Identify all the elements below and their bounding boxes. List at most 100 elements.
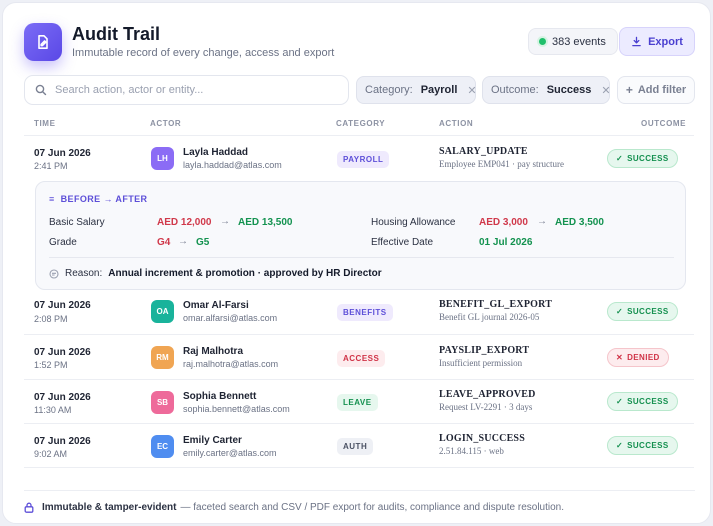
chip-key: Outcome: [491, 84, 539, 96]
row-time: 9:02 AM [34, 449, 68, 459]
table-row[interactable]: 07 Jun 2026 9:02 AM EC Emily Carter emil… [24, 423, 694, 468]
search-box[interactable] [24, 75, 349, 105]
chip-value: Payroll [420, 84, 458, 96]
actor-email: emily.carter@atlas.com [183, 448, 277, 458]
detail-title: ≡ BEFORE → AFTER [49, 194, 147, 204]
action-name: LOGIN_SUCCESS [439, 433, 525, 444]
field-after: AED 3,500 [555, 217, 604, 228]
category-badge: BENEFITS [337, 304, 393, 321]
column-header-outcome[interactable]: OUTCOME [641, 119, 687, 128]
field-label: Housing Allowance [371, 217, 456, 228]
chip-value: Success [546, 84, 592, 96]
row-time: 1:52 PM [34, 360, 68, 370]
actor-name: Emily Carter [183, 435, 242, 446]
row-date: 07 Jun 2026 [34, 148, 91, 159]
action-detail: Request LV-2291 · 3 days [439, 402, 533, 412]
remove-chip-icon[interactable]: ✕ [467, 84, 477, 97]
detail-title-text: BEFORE → AFTER [60, 194, 148, 204]
search-icon [35, 84, 47, 96]
actor-email: layla.haddad@atlas.com [183, 160, 282, 170]
arrow-right-icon: → [178, 236, 188, 247]
column-header-category[interactable]: CATEGORY [336, 119, 386, 128]
actor-name: Omar Al-Farsi [183, 300, 249, 311]
filter-chip-category[interactable]: Category: Payroll ✕ [356, 76, 477, 104]
avatar: OA [151, 300, 174, 323]
category-badge: ACCESS [337, 350, 386, 367]
row-time: 11:30 AM [34, 405, 72, 415]
reason-line: Reason: Annual increment & promotion · a… [49, 268, 382, 279]
outcome-text: SUCCESS [627, 154, 669, 163]
action-detail: Benefit GL journal 2026-05 [439, 312, 540, 322]
chip-key: Category: [365, 84, 413, 96]
actor-email: omar.alfarsi@atlas.com [183, 313, 278, 323]
reason-text: Annual increment & promotion · approved … [108, 268, 382, 279]
export-label: Export [648, 35, 683, 48]
action-name: BENEFIT_GL_EXPORT [439, 299, 553, 310]
reason-label: Reason: [65, 268, 103, 279]
plus-icon: + [625, 83, 633, 97]
row-date: 07 Jun 2026 [34, 392, 91, 403]
comment-icon [49, 268, 59, 279]
field-before: AED 12,000 [157, 217, 212, 228]
action-name: PAYSLIP_EXPORT [439, 345, 530, 356]
avatar: SB [151, 391, 174, 414]
outcome-badge: ✕ DENIED [607, 348, 669, 367]
field-before: AED 3,000 [479, 217, 528, 228]
field-label: Basic Salary [49, 217, 105, 228]
export-button[interactable]: Export [619, 27, 695, 56]
check-icon: ✓ [616, 397, 624, 406]
events-count-text: 383 events [552, 35, 606, 48]
page-subtitle: Immutable record of every change, access… [72, 47, 335, 59]
divider [49, 257, 674, 258]
footer-note: Immutable & tamper-evident — faceted sea… [24, 502, 564, 513]
arrow-right-icon: → [537, 216, 547, 227]
document-edit-icon [24, 23, 62, 61]
footer-bold: Immutable & tamper-evident [42, 502, 177, 513]
change-detail-panel: ≡ BEFORE → AFTER Basic Salary AED 12,000… [35, 181, 686, 290]
avatar: LH [151, 147, 174, 170]
outcome-badge: ✓ SUCCESS [607, 392, 678, 411]
add-filter-label: Add filter [637, 84, 687, 96]
actor-name: Sophia Bennett [183, 391, 257, 402]
arrow-right-icon: → [220, 216, 230, 227]
category-badge: AUTH [337, 438, 374, 455]
field-label: Grade [49, 237, 77, 248]
row-time: 2:08 PM [34, 314, 68, 324]
footer: Immutable & tamper-evident — faceted sea… [24, 490, 695, 513]
outcome-text: DENIED [627, 353, 660, 362]
lock-icon [24, 502, 34, 513]
column-header-actor[interactable]: ACTOR [150, 119, 182, 128]
row-date: 07 Jun 2026 [34, 347, 91, 358]
field-after: G5 [196, 237, 210, 248]
search-input[interactable] [55, 84, 335, 96]
download-icon [632, 36, 641, 47]
action-detail: 2.51.84.115 · web [439, 446, 504, 456]
action-detail: Employee EMP041 · pay structure [439, 159, 564, 169]
list-icon: ≡ [49, 194, 55, 204]
actor-name: Raj Malhotra [183, 346, 244, 357]
column-header-time[interactable]: TIME [34, 119, 56, 128]
table-row[interactable]: 07 Jun 2026 11:30 AM SB Sophia Bennett s… [24, 379, 694, 423]
events-count-badge: 383 events [528, 28, 618, 55]
table-row[interactable]: 07 Jun 2026 1:52 PM RM Raj Malhotra raj.… [24, 334, 694, 379]
add-filter-button[interactable]: + Add filter [617, 76, 695, 104]
column-header-action[interactable]: ACTION [439, 119, 474, 128]
field-after: AED 13,500 [238, 217, 293, 228]
filter-chip-outcome[interactable]: Outcome: Success ✕ [482, 76, 611, 104]
field-label: Effective Date [371, 237, 434, 248]
row-date: 07 Jun 2026 [34, 436, 91, 447]
avatar: EC [151, 435, 174, 458]
outcome-badge: ✓ SUCCESS [607, 436, 678, 455]
table-row[interactable]: 07 Jun 2026 2:41 PM LH Layla Haddad layl… [24, 135, 694, 181]
remove-chip-icon[interactable]: ✕ [601, 84, 611, 97]
actor-email: raj.malhotra@atlas.com [183, 359, 279, 369]
outcome-text: SUCCESS [627, 397, 669, 406]
outcome-badge: ✓ SUCCESS [607, 149, 678, 168]
avatar: RM [151, 346, 174, 369]
close-icon: ✕ [616, 353, 624, 362]
table-row[interactable]: 07 Jun 2026 2:08 PM OA Omar Al-Farsi oma… [24, 294, 694, 334]
footer-text: — faceted search and CSV / PDF export fo… [180, 502, 565, 513]
actor-email: sophia.bennett@atlas.com [183, 404, 290, 414]
field-before: G4 [157, 237, 171, 248]
